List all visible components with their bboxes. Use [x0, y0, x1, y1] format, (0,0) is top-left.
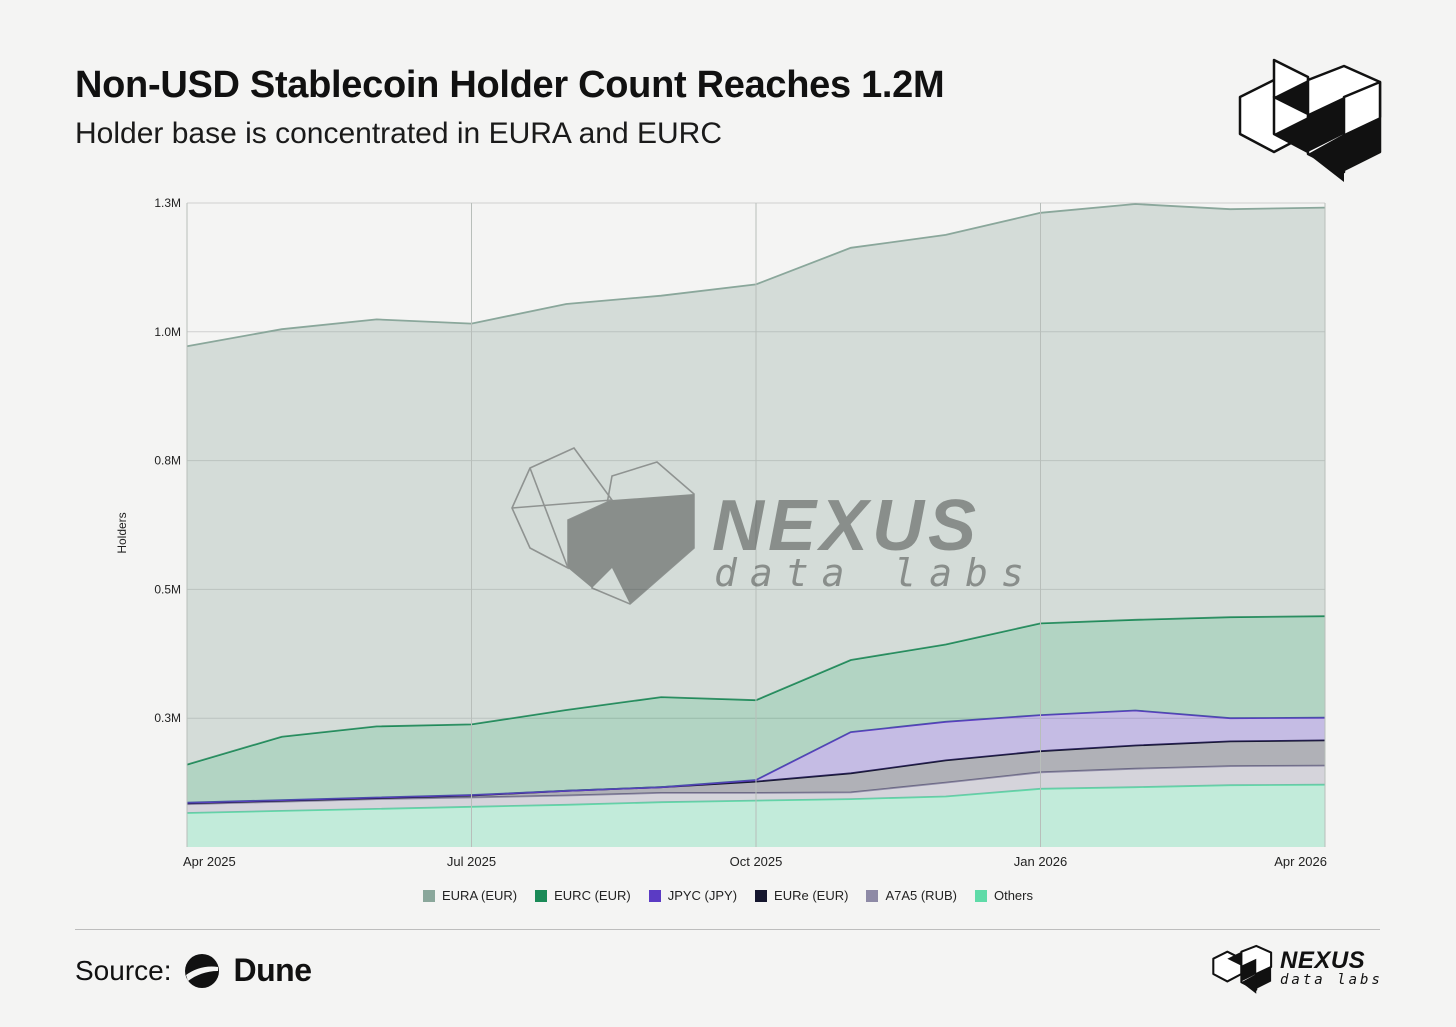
legend-swatch [974, 889, 987, 902]
source-attribution: Source: Dune [75, 952, 312, 989]
legend-item-a7a5[interactable]: A7A5 (RUB) [866, 888, 957, 903]
chart-title: Non-USD Stablecoin Holder Count Reaches … [75, 64, 945, 106]
x-tick-label: Oct 2025 [730, 854, 783, 869]
source-name: Dune [233, 952, 313, 988]
dune-logo-icon [184, 953, 219, 988]
x-tick-label: Apr 2026 [1274, 854, 1327, 869]
legend-swatch [535, 889, 548, 902]
legend-item-others[interactable]: Others [974, 888, 1033, 903]
x-tick-label: Apr 2025 [183, 854, 236, 869]
chart-legend: EURA (EUR) EURC (EUR) JPYC (JPY) EURe (E… [0, 888, 1456, 903]
brand-name: NEXUS [1280, 947, 1366, 974]
chart-subtitle: Holder base is concentrated in EURA and … [75, 117, 722, 150]
nexus-logo-icon [1238, 58, 1382, 182]
legend-swatch [423, 889, 435, 902]
footer-brand: NEXUS data labs [1210, 940, 1383, 996]
legend-item-eura[interactable]: EURA (EUR) [423, 888, 517, 903]
legend-label: Others [993, 888, 1033, 903]
watermark-subtitle: data labs [714, 551, 1037, 595]
watermark-logo-icon [529, 467, 569, 569]
legend-swatch [648, 889, 661, 902]
watermark-logo-icon [612, 494, 694, 604]
watermark-logo-icon [511, 499, 613, 509]
y-tick-label: 0.5M [154, 582, 181, 596]
legend-item-eure[interactable]: EURe (EUR) [755, 888, 848, 903]
legend-label: JPYC (JPY) [667, 888, 738, 903]
brand-subtitle: data labs [1280, 972, 1383, 988]
y-tick-label: 0.8M [154, 454, 181, 468]
legend-swatch [755, 889, 768, 902]
legend-item-jpyc[interactable]: JPYC (JPY) [648, 888, 738, 903]
legend-item-eurc[interactable]: EURC (EUR) [535, 888, 631, 903]
legend-label: EURe (EUR) [774, 888, 849, 903]
legend-swatch [866, 889, 879, 902]
legend-label: EURC (EUR) [554, 888, 631, 903]
watermark-name: NEXUS [712, 486, 980, 566]
y-tick-label: 1.0M [154, 325, 181, 339]
footer-divider [75, 929, 1380, 930]
watermark-logo-icon [511, 447, 614, 570]
source-label: Source: [75, 954, 172, 986]
y-axis-label: Holders [115, 512, 129, 553]
x-tick-label: Jul 2025 [447, 854, 496, 869]
legend-label: EURA (EUR) [442, 888, 518, 903]
x-tick-label: Jan 2026 [1014, 854, 1068, 869]
y-tick-label: 1.3M [154, 196, 181, 210]
y-tick-label: 0.3M [154, 711, 181, 725]
nexus-logo-icon [1212, 944, 1273, 994]
watermark-logo-icon [568, 500, 612, 588]
stacked-area-chart: 0.3M 0.5M 0.8M 1.0M 1.3M Apr 2025 Jul 2025 Oct … [115, 196, 1327, 869]
watermark-logo-icon [591, 461, 695, 605]
legend-label: A7A5 (RUB) [885, 888, 957, 903]
